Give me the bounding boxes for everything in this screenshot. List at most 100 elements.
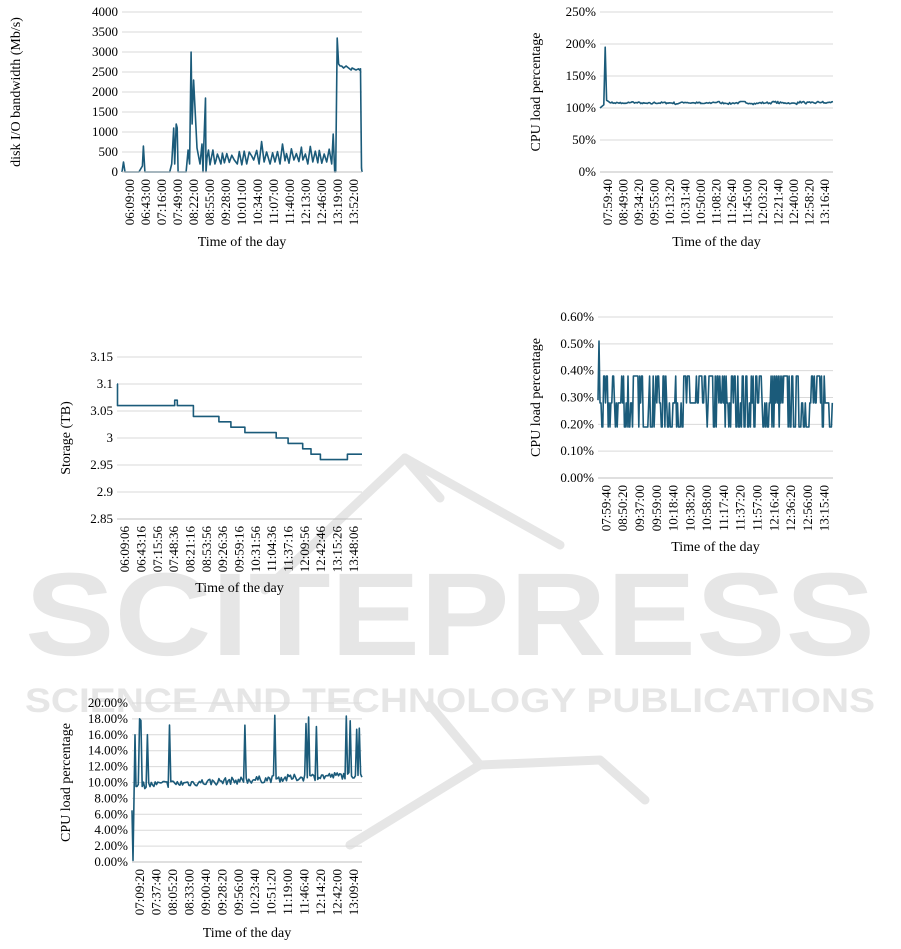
- y-tick-label: 3: [107, 430, 114, 445]
- x-tick-label: 08:22:00: [186, 179, 201, 225]
- x-tick-label: 10:38:20: [682, 485, 697, 531]
- y-tick-label: 250%: [566, 4, 597, 19]
- x-tick-label: 06:43:00: [138, 179, 153, 225]
- x-tick-label: 10:01:00: [234, 179, 249, 225]
- x-tick-label: 11:26:40: [724, 179, 739, 225]
- x-tick-label: 12:03:20: [755, 179, 770, 225]
- x-tick-label: 08:33:00: [182, 869, 197, 915]
- series-line: [116, 383, 362, 461]
- x-tick-label: 08:50:20: [615, 485, 630, 531]
- x-tick-label: 11:37:20: [733, 485, 748, 531]
- y-tick-label: 0: [112, 164, 119, 179]
- y-tick-label: 0.30%: [560, 390, 594, 405]
- x-tick-label: 07:16:00: [154, 179, 169, 225]
- y-tick-label: 2000: [92, 84, 118, 99]
- x-tick-label: 09:56:00: [231, 869, 246, 915]
- x-tick-label: 12:14:20: [313, 869, 328, 915]
- x-tick-label: 08:05:20: [165, 869, 180, 915]
- x-tick-label: 08:49:00: [615, 179, 630, 225]
- x-tick-label: 08:55:00: [202, 179, 217, 225]
- y-tick-label: 2.85: [90, 511, 113, 526]
- x-tick-label: 09:55:00: [646, 179, 661, 225]
- x-tick-label: 13:52:00: [346, 179, 361, 225]
- y-tick-label: 2.00%: [94, 838, 128, 853]
- y-tick-label: 2.9: [97, 484, 113, 499]
- x-tick-label: 06:43:16: [134, 526, 149, 573]
- y-axis-label: disk I/O bandwidth (Mb/s): [9, 17, 24, 167]
- y-axis-label: CPU load percentage: [59, 723, 74, 842]
- y-tick-label: 0.60%: [560, 309, 594, 324]
- x-axis-label: Time of the day: [198, 235, 287, 250]
- x-tick-label: 12:56:00: [800, 485, 815, 531]
- series-line: [131, 714, 363, 862]
- x-tick-label: 06:09:06: [117, 526, 132, 573]
- x-tick-label: 07:59:40: [600, 179, 615, 225]
- x-tick-label: 11:17:40: [716, 485, 731, 531]
- x-tick-label: 12:36:20: [783, 485, 798, 531]
- x-tick-label: 09:28:00: [218, 179, 233, 225]
- y-tick-label: 20.00%: [88, 695, 128, 710]
- y-tick-label: 18.00%: [88, 711, 128, 726]
- x-tick-label: 09:34:20: [631, 179, 646, 225]
- x-tick-label: 09:59:16: [232, 526, 247, 573]
- y-tick-label: 100%: [566, 100, 597, 115]
- x-tick-label: 11:57:00: [749, 485, 764, 531]
- x-tick-label: 12:46:00: [314, 179, 329, 225]
- y-tick-label: 150%: [566, 68, 597, 83]
- x-tick-label: 13:16:40: [817, 179, 832, 225]
- x-axis-label: Time of the day: [672, 235, 761, 250]
- y-tick-label: 14.00%: [88, 743, 128, 758]
- x-tick-label: 12:42:46: [313, 526, 328, 573]
- y-tick-label: 0.00%: [94, 854, 128, 869]
- x-tick-label: 10:18:40: [666, 485, 681, 531]
- x-tick-label: 13:19:00: [330, 179, 345, 225]
- y-tick-label: 16.00%: [88, 727, 128, 742]
- y-tick-label: 12.00%: [88, 759, 128, 774]
- x-tick-label: 11:19:00: [280, 869, 295, 915]
- y-tick-label: 4000: [92, 4, 118, 19]
- x-tick-label: 11:45:00: [740, 179, 755, 225]
- y-tick-label: 200%: [566, 36, 597, 51]
- y-tick-label: 2.95: [90, 457, 113, 472]
- x-tick-label: 11:07:00: [266, 179, 281, 225]
- x-tick-label: 08:21:16: [183, 526, 198, 573]
- x-tick-label: 10:34:00: [250, 179, 265, 225]
- chart-cpu-load-2: 0.00% 0.10% 0.20% 0.30% 0.40% 0.50% 0.60% 07:59…: [529, 309, 834, 555]
- x-tick-label: 06:09:00: [122, 179, 137, 225]
- x-tick-label: 13:48:06: [346, 526, 361, 573]
- x-tick-label: 13:15:40: [817, 485, 832, 531]
- y-tick-label: 8.00%: [94, 790, 128, 805]
- x-tick-label: 11:40:00: [282, 179, 297, 225]
- x-tick-label: 11:04:36: [264, 526, 279, 572]
- series-line: [597, 340, 834, 428]
- series-line: [121, 37, 363, 173]
- y-axis-label: CPU load percentage: [529, 33, 544, 152]
- y-tick-label: 1500: [92, 104, 118, 119]
- x-tick-label: 10:58:00: [699, 485, 714, 531]
- y-tick-label: 0%: [579, 164, 597, 179]
- chart-cpu-load-1: 0%50%100%150%200%250%07:59:40 08:49:00 09:…: [529, 4, 834, 250]
- y-tick-label: 6.00%: [94, 806, 128, 821]
- y-axis-label: Storage (TB): [59, 401, 74, 475]
- y-tick-label: 0.50%: [560, 336, 594, 351]
- series-line: [599, 46, 834, 109]
- x-tick-label: 12:21:40: [771, 179, 786, 225]
- chart-disk-io: 0 500 1000 1500 2000 2500 3000 3500 4000 06:09:00…: [9, 4, 363, 250]
- chart-cpu-load-3: 0.00%2.00%4.00%6.00%8.00%10.00%12.00%14.…: [59, 695, 363, 941]
- x-tick-label: 07:15:56: [150, 526, 165, 573]
- x-tick-label: 07:09:20: [132, 869, 147, 915]
- y-tick-label: 50%: [572, 132, 596, 147]
- x-axis-label: Time of the day: [195, 581, 284, 596]
- x-tick-label: 10:51:20: [264, 869, 279, 915]
- x-tick-label: 10:31:56: [248, 526, 263, 573]
- x-tick-label: 11:08:20: [709, 179, 724, 225]
- y-tick-label: 3.15: [90, 349, 113, 364]
- y-tick-label: 500: [99, 144, 119, 159]
- y-axis-label: CPU load percentage: [529, 338, 544, 457]
- x-tick-label: 10:31:40: [677, 179, 692, 225]
- x-axis-label: Time of the day: [671, 540, 760, 555]
- x-tick-label: 11:37:16: [281, 526, 296, 572]
- y-tick-label: 3.05: [90, 403, 113, 418]
- y-tick-label: 3500: [92, 24, 118, 39]
